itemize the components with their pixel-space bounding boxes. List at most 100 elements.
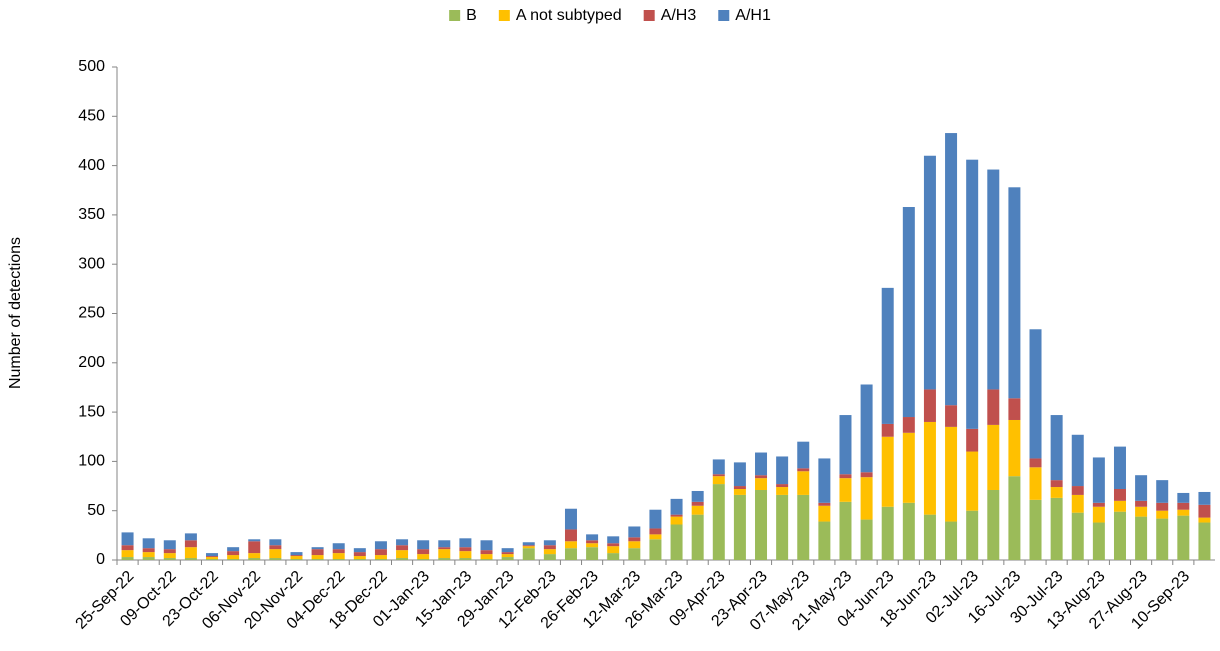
- bar-segment: [1050, 487, 1063, 498]
- bar-segment: [755, 452, 768, 476]
- bar-segment: [543, 549, 556, 555]
- bar-segment: [1156, 518, 1169, 560]
- bar-segment: [438, 540, 451, 548]
- bar-segment: [1029, 329, 1042, 459]
- bar-segment: [1092, 506, 1105, 523]
- bar-segment: [501, 554, 514, 558]
- bar-segment: [1071, 434, 1084, 487]
- y-axis-title: Number of detections: [7, 237, 24, 389]
- bar-segment: [628, 541, 641, 549]
- bar-segment: [691, 514, 704, 560]
- bar-segment: [374, 559, 387, 560]
- bar-segment: [1177, 515, 1190, 560]
- bar-segment: [396, 545, 409, 551]
- bar-segment: [1050, 497, 1063, 560]
- bar-segment: [923, 421, 936, 515]
- bar-segment: [206, 557, 219, 560]
- legend-swatch: [449, 10, 461, 21]
- bar-segment: [776, 456, 789, 485]
- bar-segment: [332, 543, 345, 550]
- bar-segment: [860, 519, 873, 560]
- bar-segment: [248, 558, 261, 560]
- y-tick-label: 450: [78, 108, 105, 125]
- bar-segment: [966, 510, 979, 560]
- bar-segment: [290, 559, 303, 560]
- bar-segment: [881, 423, 894, 437]
- bar-segment: [459, 558, 472, 560]
- bar-segment: [353, 552, 366, 557]
- bar-segment: [438, 558, 451, 560]
- bar-segment: [987, 169, 1000, 390]
- y-tick-label: 50: [87, 502, 105, 519]
- bar-segment: [1113, 511, 1126, 560]
- bar-segment: [438, 547, 451, 550]
- bar-segment: [733, 462, 746, 487]
- bar-segment: [987, 424, 1000, 490]
- bar-segment: [543, 545, 556, 550]
- bar-segment: [142, 548, 155, 553]
- bar-segment: [902, 502, 915, 560]
- bar-segment: [269, 545, 282, 550]
- bar-segment: [607, 546, 620, 554]
- bar-segment: [206, 559, 219, 560]
- bar-segment: [628, 526, 641, 538]
- bar-segment: [586, 543, 599, 548]
- bar-segment: [1113, 489, 1126, 501]
- bar-segment: [1092, 502, 1105, 507]
- bar-segment: [881, 506, 894, 560]
- bar-segment: [776, 487, 789, 495]
- bar-segment: [945, 133, 958, 406]
- bar-segment: [353, 559, 366, 560]
- bar-segment: [269, 539, 282, 546]
- bar-segment: [670, 524, 683, 560]
- bar-segment: [1008, 398, 1021, 420]
- bar-segment: [522, 545, 535, 547]
- bar-segment: [163, 549, 176, 554]
- bar-segment: [902, 432, 915, 503]
- bar-segment: [311, 559, 324, 560]
- bar-segment: [480, 540, 493, 551]
- bar-segment: [290, 552, 303, 556]
- legend-swatch: [643, 10, 655, 21]
- bar-segment: [1071, 486, 1084, 495]
- bar-segment: [1029, 499, 1042, 560]
- bar-segment: [184, 540, 197, 548]
- bar-segment: [501, 557, 514, 560]
- bar-segment: [839, 474, 852, 479]
- bar-segment: [1092, 457, 1105, 503]
- bar-segment: [184, 558, 197, 560]
- bar-segment: [755, 475, 768, 479]
- bar-segment: [1071, 512, 1084, 560]
- bar-segment: [522, 542, 535, 546]
- bar-segment: [881, 436, 894, 507]
- bar-segment: [1198, 491, 1211, 505]
- bar-segment: [522, 546, 535, 549]
- bar-segment: [649, 539, 662, 560]
- bar-segment: [227, 551, 240, 556]
- bar-segment: [417, 549, 430, 555]
- bar-segment: [860, 472, 873, 478]
- bar-segment: [396, 558, 409, 560]
- bar-segment: [712, 484, 725, 560]
- bar-segment: [311, 555, 324, 560]
- bar-segment: [1008, 419, 1021, 477]
- bar-segment: [902, 417, 915, 433]
- bar-segment: [818, 502, 831, 506]
- bar-segment: [1135, 506, 1148, 517]
- legend-label: B: [466, 7, 477, 24]
- bar-segment: [121, 557, 134, 560]
- y-tick-label: 300: [78, 255, 105, 272]
- bar-segment: [438, 549, 451, 559]
- bar-segment: [712, 459, 725, 475]
- bar-segment: [797, 441, 810, 469]
- bar-segment: [966, 451, 979, 511]
- bar-segment: [691, 501, 704, 506]
- bar-segment: [1156, 502, 1169, 511]
- bar-segment: [1071, 494, 1084, 513]
- bar-segment: [945, 426, 958, 522]
- bar-segment: [797, 494, 810, 560]
- bar-segment: [586, 534, 599, 541]
- legend-swatch: [498, 10, 510, 21]
